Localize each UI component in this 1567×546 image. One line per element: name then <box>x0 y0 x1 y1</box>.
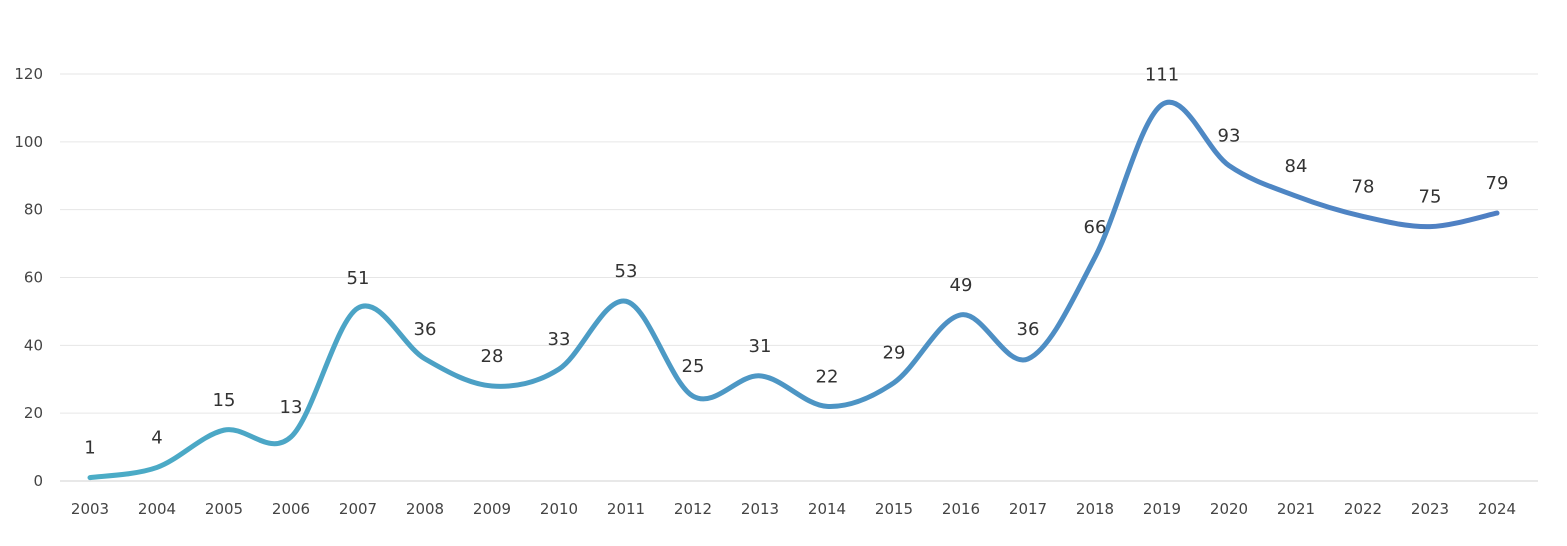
data-label: 79 <box>1486 173 1509 194</box>
data-point <box>959 312 964 317</box>
data-label: 78 <box>1352 176 1375 197</box>
data-labels: 1 4 15 13 51 36 28 33 53 25 31 22 29 49 36 66 111 93 84 78 7… <box>84 65 1508 459</box>
x-tick-label: 2003 <box>71 500 109 518</box>
x-tick-label: 2015 <box>875 500 913 518</box>
y-tick-label: 80 <box>24 201 43 219</box>
gridlines <box>60 73 1538 482</box>
x-tick-label: 2016 <box>942 500 980 518</box>
x-tick-label: 2013 <box>741 500 779 518</box>
y-tick-label: 60 <box>24 269 43 287</box>
data-point <box>1026 356 1031 361</box>
data-label: 31 <box>749 336 772 357</box>
data-point <box>1160 102 1165 107</box>
y-tick-label: 20 <box>24 404 43 422</box>
x-tick-label: 2017 <box>1009 500 1047 518</box>
data-point <box>88 475 93 480</box>
data-label: 28 <box>481 346 504 367</box>
data-label: 53 <box>615 261 638 282</box>
data-label: 36 <box>414 319 437 340</box>
y-tick-label: 120 <box>14 65 43 83</box>
data-point <box>691 394 696 399</box>
x-tick-label: 2014 <box>808 500 846 518</box>
x-tick-label: 2018 <box>1076 500 1114 518</box>
data-label: 66 <box>1084 217 1107 238</box>
x-tick-label: 2010 <box>540 500 578 518</box>
x-tick-label: 2012 <box>674 500 712 518</box>
data-label: 33 <box>548 329 571 350</box>
data-point <box>490 384 495 389</box>
y-tick-label: 100 <box>14 133 43 151</box>
data-label: 36 <box>1017 319 1040 340</box>
x-tick-label: 2023 <box>1411 500 1449 518</box>
data-point <box>356 306 361 311</box>
x-tick-label: 2009 <box>473 500 511 518</box>
data-label: 84 <box>1285 156 1308 177</box>
data-label: 29 <box>883 343 906 364</box>
y-axis-ticks: 0 20 40 60 80 100 120 <box>14 65 43 490</box>
data-point <box>1227 163 1232 168</box>
data-label: 51 <box>347 268 370 289</box>
data-point <box>892 380 897 385</box>
x-tick-label: 2008 <box>406 500 444 518</box>
x-tick-label: 2004 <box>138 500 176 518</box>
data-point <box>155 465 160 470</box>
data-label: 25 <box>682 356 705 377</box>
data-point <box>1093 255 1098 260</box>
x-tick-label: 2011 <box>607 500 645 518</box>
x-tick-label: 2006 <box>272 500 310 518</box>
data-point <box>222 428 227 433</box>
data-point <box>423 356 428 361</box>
data-point <box>825 404 830 409</box>
x-tick-label: 2020 <box>1210 500 1248 518</box>
y-tick-label: 40 <box>24 336 43 354</box>
data-point <box>1495 211 1500 216</box>
data-label: 15 <box>213 390 236 411</box>
data-point <box>289 434 294 439</box>
data-label: 4 <box>151 427 162 448</box>
x-axis-ticks: 2003 2004 2005 2006 2007 2008 2009 2010 2011 2012… <box>71 500 1516 518</box>
series-layer <box>87 99 1500 481</box>
x-tick-label: 2007 <box>339 500 377 518</box>
data-label: 1 <box>84 438 95 459</box>
data-point <box>758 373 763 378</box>
data-label: 22 <box>816 366 839 387</box>
data-point <box>624 299 629 304</box>
x-tick-label: 2022 <box>1344 500 1382 518</box>
y-tick-label: 0 <box>33 472 43 490</box>
x-tick-label: 2024 <box>1478 500 1516 518</box>
series-line <box>87 99 1500 481</box>
data-point <box>1361 214 1366 219</box>
data-label: 111 <box>1145 65 1179 86</box>
data-label: 13 <box>280 397 303 418</box>
x-tick-label: 2005 <box>205 500 243 518</box>
x-tick-label: 2019 <box>1143 500 1181 518</box>
data-point <box>557 367 562 372</box>
data-label: 93 <box>1218 126 1241 147</box>
x-tick-label: 2021 <box>1277 500 1315 518</box>
data-point <box>1428 224 1433 229</box>
data-point <box>1294 194 1299 199</box>
data-label: 49 <box>950 275 973 296</box>
data-label: 75 <box>1419 187 1442 208</box>
